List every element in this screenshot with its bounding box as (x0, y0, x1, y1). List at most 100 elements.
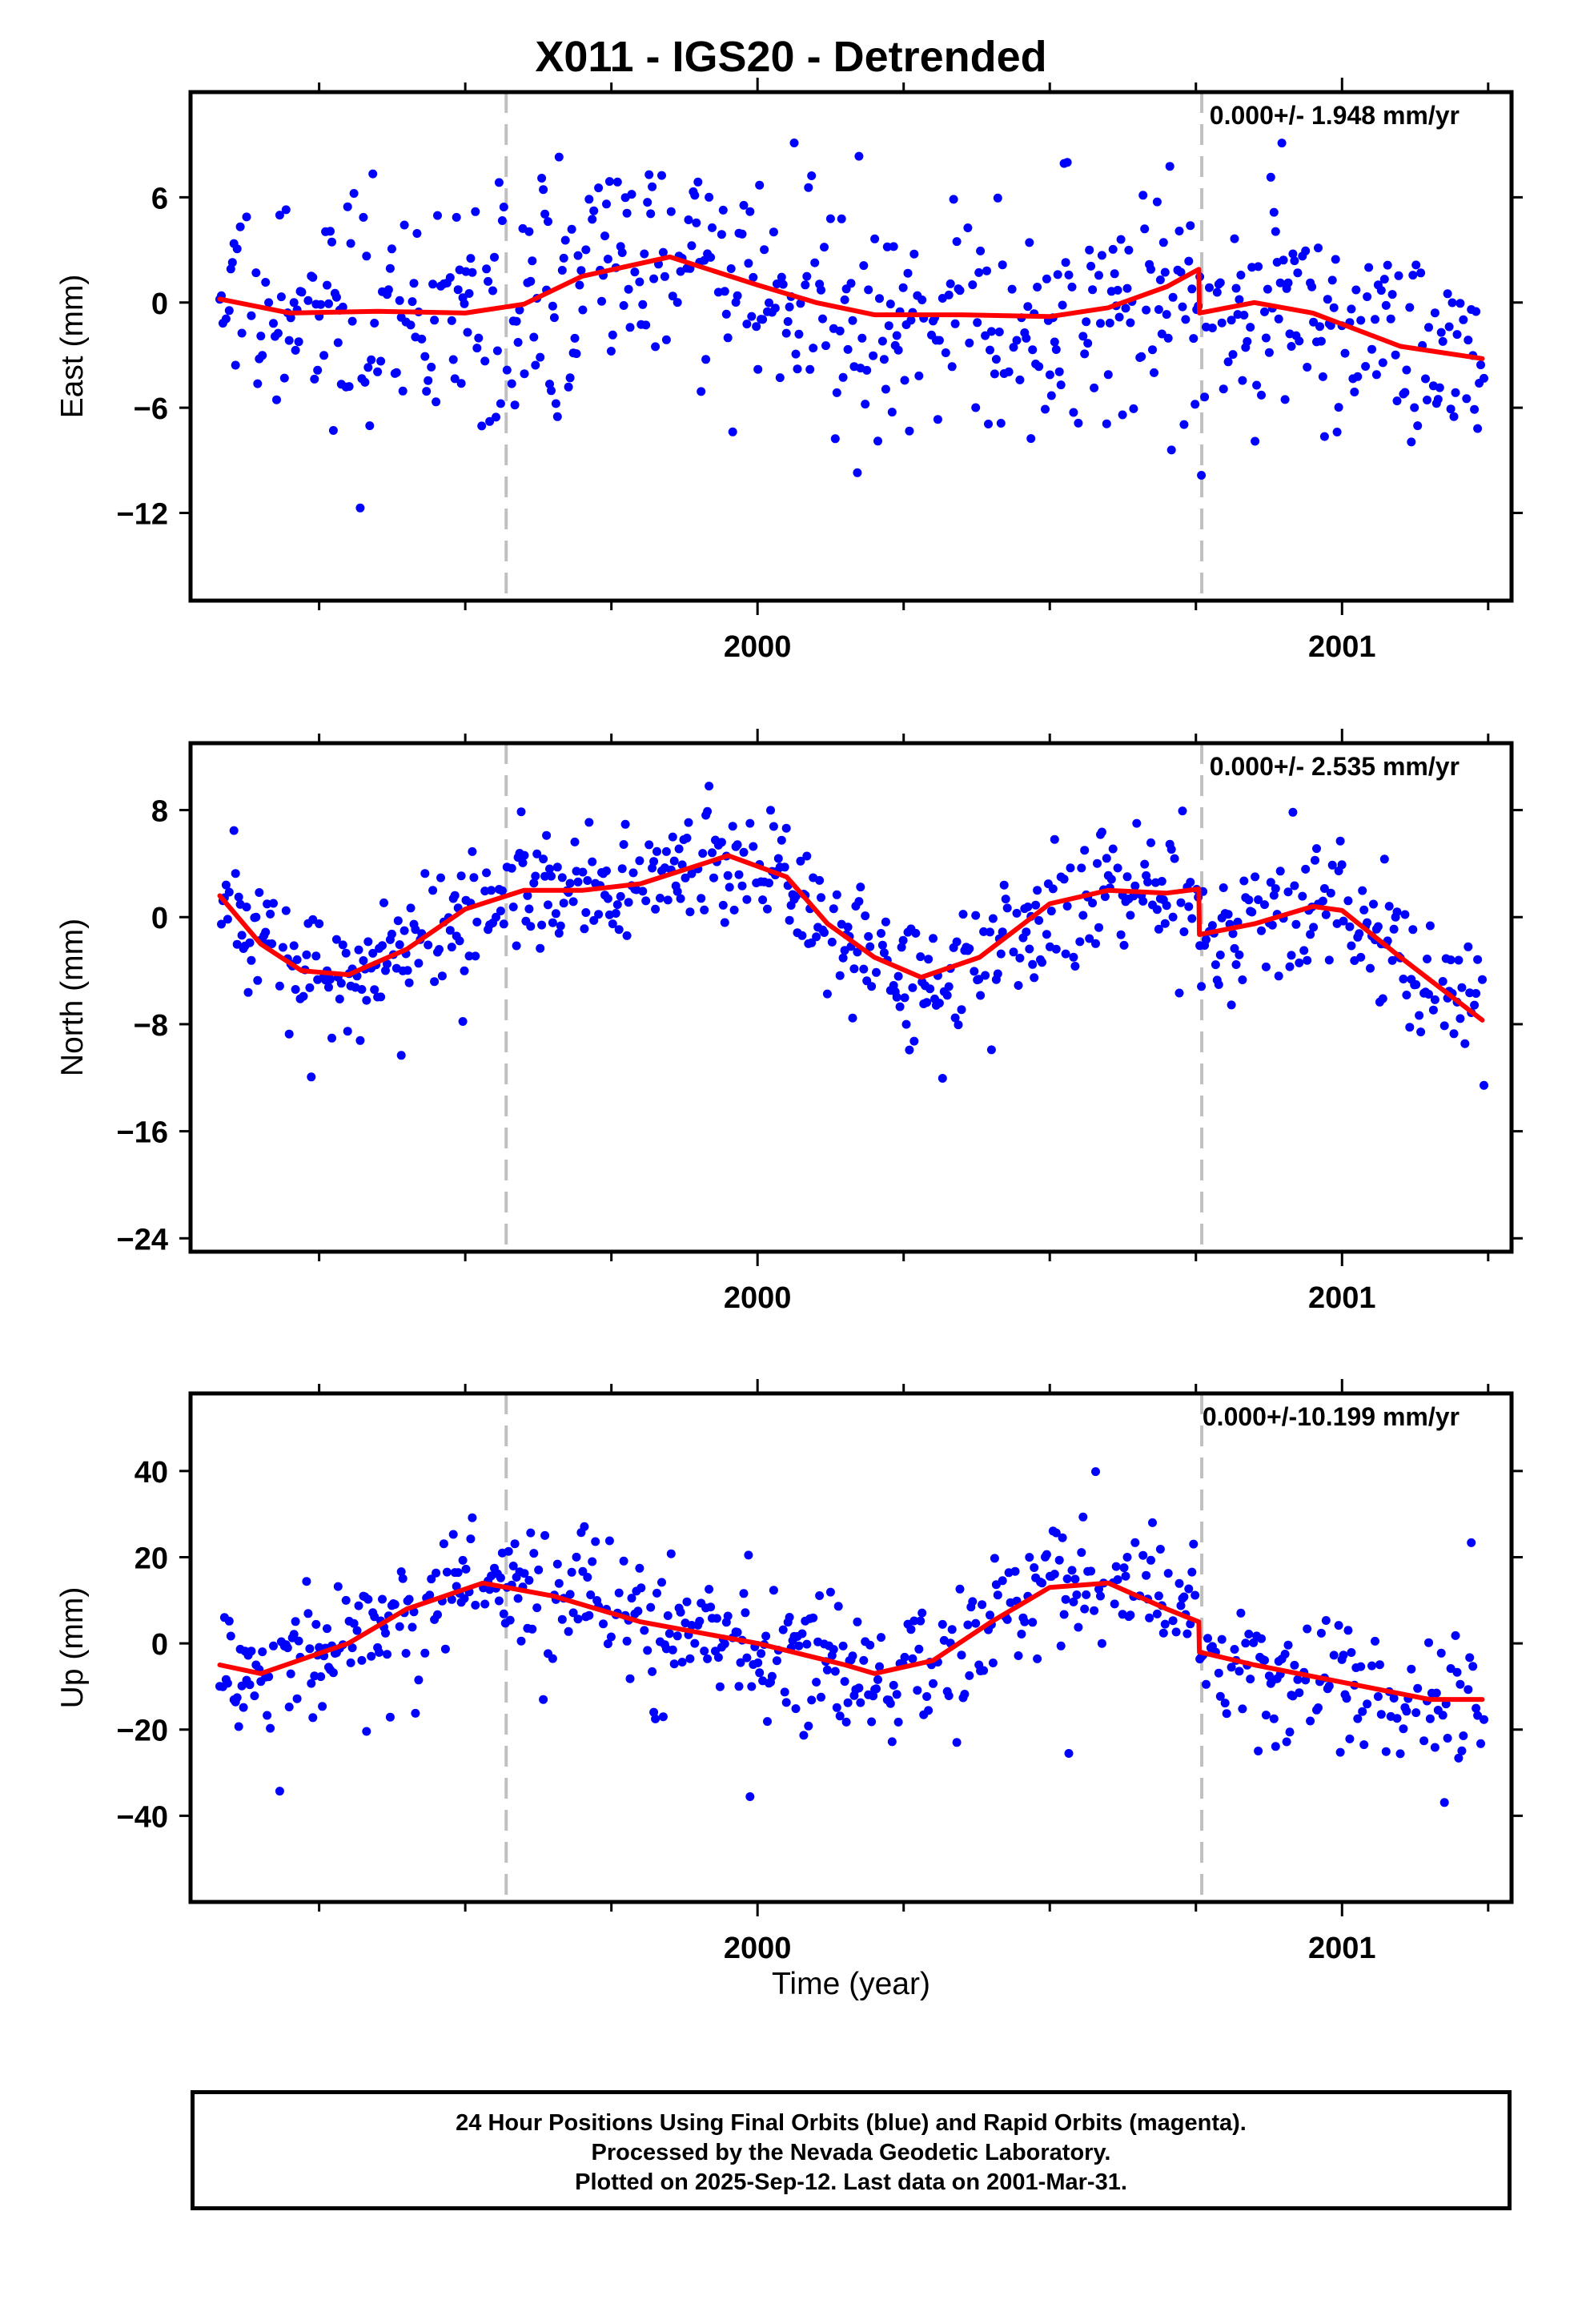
data-point (1301, 865, 1310, 874)
data-point (548, 919, 557, 927)
data-point (615, 1589, 624, 1598)
data-point (677, 895, 685, 903)
data-point (360, 378, 369, 387)
data-point (1232, 284, 1241, 293)
data-point (1153, 198, 1162, 207)
data-point (1186, 221, 1195, 230)
data-point (998, 260, 1007, 269)
data-point (1295, 336, 1303, 345)
data-point (951, 320, 960, 328)
data-point (602, 199, 611, 208)
data-point (594, 910, 603, 919)
data-point (1257, 1634, 1266, 1643)
data-point (283, 1643, 292, 1652)
data-point (807, 171, 816, 180)
data-point (1187, 284, 1196, 293)
data-point (1281, 395, 1290, 404)
data-point (1138, 191, 1147, 199)
data-point (695, 1617, 704, 1626)
data-point (1178, 806, 1187, 815)
y-tick-label: −12 (117, 498, 168, 532)
data-point (484, 277, 492, 286)
data-point (844, 1699, 853, 1707)
data-point (779, 1626, 788, 1634)
data-point (1244, 1630, 1253, 1638)
data-point (1130, 882, 1139, 891)
data-point (1309, 923, 1318, 931)
data-point (1060, 875, 1069, 883)
y-tick-label: 40 (135, 1456, 168, 1490)
data-point (615, 925, 624, 934)
data-point (1335, 1621, 1343, 1630)
data-point (721, 1639, 729, 1648)
data-point (1063, 1574, 1072, 1583)
data-point (976, 247, 985, 255)
data-point (1047, 907, 1056, 915)
data-point (1062, 1595, 1070, 1604)
data-point (747, 312, 756, 321)
data-point (973, 318, 982, 327)
data-point (722, 310, 731, 319)
data-point (1219, 384, 1228, 393)
data-point (1069, 953, 1078, 962)
data-point (347, 1659, 355, 1667)
data-point (599, 1619, 608, 1628)
data-point (1286, 963, 1295, 971)
data-point (1457, 983, 1466, 992)
data-point (768, 1672, 777, 1681)
data-point (1143, 878, 1152, 887)
data-point (600, 231, 609, 240)
data-point (1216, 951, 1225, 959)
data-point (1467, 1538, 1476, 1547)
data-point (1042, 930, 1051, 939)
data-point (651, 342, 660, 351)
data-point (946, 279, 955, 288)
data-point (878, 941, 887, 950)
data-point (545, 865, 554, 874)
data-point (1380, 854, 1389, 863)
data-point (1115, 313, 1124, 322)
data-point (1098, 828, 1106, 837)
data-point (1440, 1798, 1449, 1807)
data-point (1031, 901, 1040, 910)
data-point (719, 901, 728, 910)
data-point (1054, 270, 1062, 279)
data-point (414, 1675, 423, 1684)
data-point (399, 387, 408, 396)
data-point (363, 1595, 372, 1604)
data-point (958, 1005, 966, 1014)
data-point (708, 848, 717, 857)
data-point (812, 932, 821, 941)
y-tick-label: 6 (151, 182, 168, 215)
data-point (809, 1614, 817, 1622)
data-point (564, 383, 573, 392)
data-point (448, 316, 456, 325)
data-point (1181, 315, 1190, 324)
data-point (1284, 1641, 1293, 1650)
data-point (886, 300, 895, 308)
data-point (804, 183, 813, 192)
data-point (1291, 920, 1300, 929)
data-point (1182, 1630, 1191, 1638)
data-point (504, 1547, 513, 1556)
data-point (472, 918, 481, 927)
data-point (742, 895, 751, 904)
data-point (638, 300, 647, 309)
data-point (1288, 808, 1297, 817)
data-point (945, 1691, 954, 1700)
data-point (753, 365, 762, 374)
data-point (460, 300, 469, 308)
data-point (534, 1566, 543, 1574)
data-point (1480, 374, 1488, 383)
data-point (826, 215, 835, 223)
data-point (1184, 903, 1193, 911)
data-point (1322, 911, 1331, 919)
data-point (235, 1723, 243, 1731)
data-point (992, 355, 1001, 364)
data-point (1465, 1653, 1474, 1662)
data-point (738, 230, 747, 239)
data-point (1339, 1651, 1348, 1659)
data-point (859, 261, 868, 270)
data-point (1068, 283, 1077, 292)
data-point (1387, 315, 1395, 324)
